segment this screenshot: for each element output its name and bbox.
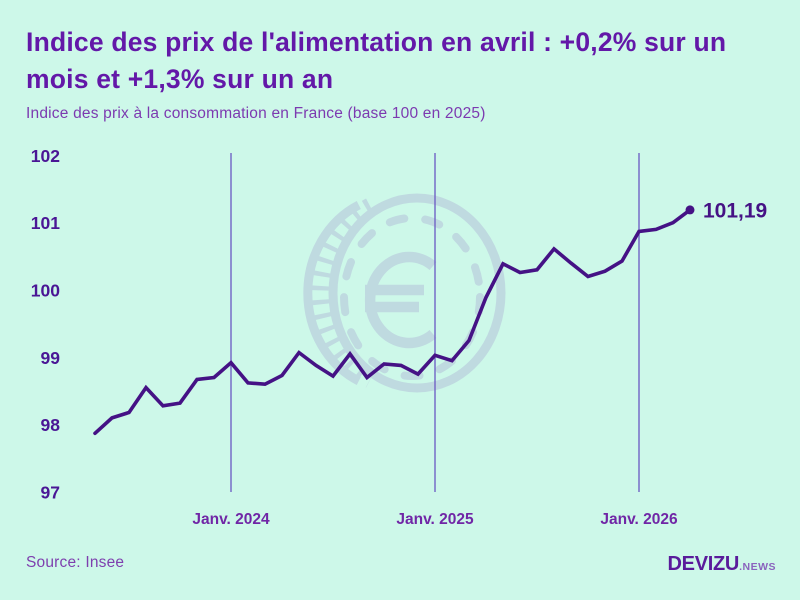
euro-coin-watermark-icon bbox=[303, 193, 506, 393]
y-tick-label: 97 bbox=[41, 482, 60, 502]
coin-edge-ribs bbox=[311, 198, 375, 388]
coin-inner-dashed-ring bbox=[340, 214, 484, 380]
x-tick-label: Janv. 2024 bbox=[192, 511, 270, 528]
x-tick-label: Janv. 2026 bbox=[600, 511, 678, 528]
y-tick-label: 99 bbox=[41, 348, 61, 368]
brand-name: DEVIZU bbox=[667, 553, 740, 575]
title-line-2: mois et +1,3% sur un an bbox=[26, 64, 334, 94]
y-tick-label: 98 bbox=[41, 415, 61, 435]
y-axis-tick-labels: 102 101 100 99 98 97 bbox=[31, 146, 60, 503]
coin-face-outline bbox=[328, 193, 506, 393]
coin-edge-outline bbox=[303, 200, 361, 386]
page-subtitle: Indice des prix à la consommation en Fra… bbox=[26, 105, 486, 122]
y-tick-label: 102 bbox=[31, 146, 60, 166]
price-index-line bbox=[93, 208, 692, 436]
euro-symbol-bars bbox=[365, 284, 424, 313]
x-gridlines bbox=[230, 153, 640, 492]
last-value-label: 101,19 bbox=[703, 199, 767, 222]
x-tick-label: Janv. 2025 bbox=[396, 511, 474, 528]
euro-symbol-icon bbox=[364, 251, 437, 349]
title-line-1: Indice des prix de l'alimentation en avr… bbox=[26, 27, 727, 57]
page-title: Indice des prix de l'alimentation en avr… bbox=[26, 24, 786, 98]
y-tick-label: 100 bbox=[31, 281, 60, 301]
y-tick-label: 101 bbox=[31, 213, 60, 233]
x-axis-tick-labels: Janv. 2024 Janv. 2025 Janv. 2026 bbox=[192, 511, 678, 528]
last-point-marker bbox=[685, 205, 695, 215]
brand-suffix: .NEWS bbox=[739, 561, 776, 573]
source-label: Source: Insee bbox=[26, 554, 125, 571]
brand-logo: DEVIZU .NEWS bbox=[668, 553, 776, 576]
